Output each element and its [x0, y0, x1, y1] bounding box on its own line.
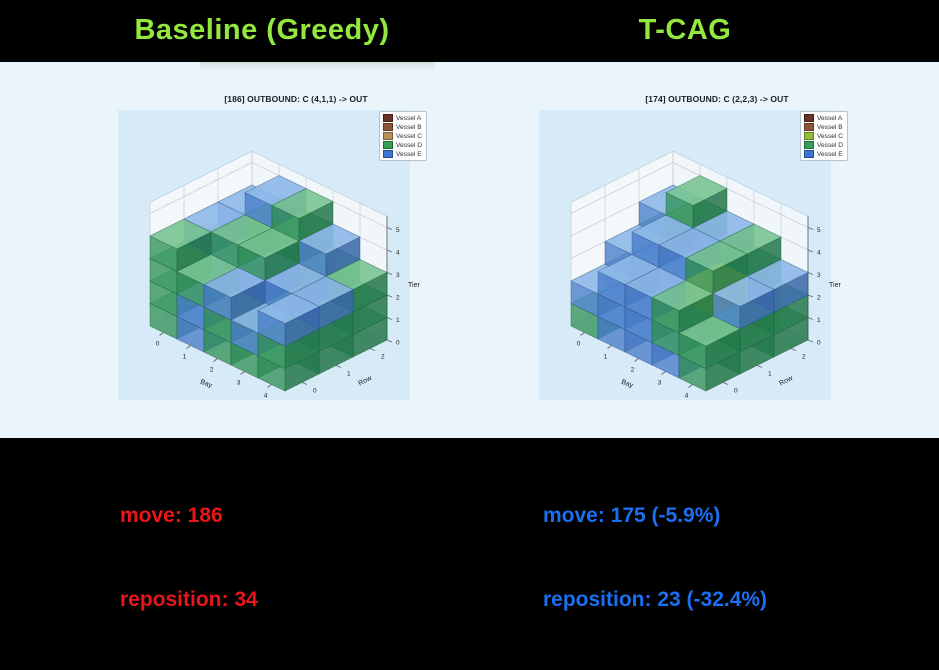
svg-text:0: 0 — [577, 341, 581, 348]
svg-text:4: 4 — [817, 250, 821, 257]
svg-text:Bay: Bay — [199, 379, 213, 390]
legend-swatch-icon — [803, 132, 814, 140]
svg-text:4: 4 — [396, 250, 400, 257]
baseline-metrics: move: 186 reposition: 34 — [120, 446, 258, 670]
svg-text:Tier: Tier — [829, 282, 841, 289]
legend-swatch-icon — [803, 141, 814, 149]
legend-swatch-icon — [382, 123, 393, 131]
svg-text:2: 2 — [631, 367, 635, 374]
legend-swatch-icon — [803, 150, 814, 158]
svg-text:2: 2 — [396, 295, 400, 302]
plots-area: [186] OUTBOUND: C (4,1,1) -> OUT 0 1 2 3 4 5 T… — [0, 62, 939, 438]
svg-text:3: 3 — [237, 380, 241, 387]
svg-text:1: 1 — [768, 371, 772, 378]
svg-text:2: 2 — [817, 295, 821, 302]
tcag-reposition-stat: reposition: 23 (-32.4%) — [543, 588, 768, 611]
header-shadow-artifact — [200, 62, 435, 70]
svg-text:1: 1 — [817, 317, 821, 324]
legend-swatch-icon — [382, 132, 393, 140]
svg-text:2: 2 — [802, 354, 806, 361]
baseline-plot-title: [186] OUTBOUND: C (4,1,1) -> OUT — [224, 94, 368, 104]
legend-swatch-icon — [382, 114, 393, 122]
svg-text:0: 0 — [396, 340, 400, 347]
legend-label: Vessel B — [395, 123, 422, 131]
legend-label: Vessel E — [395, 150, 422, 158]
svg-text:4: 4 — [685, 393, 689, 400]
svg-text:Bay: Bay — [620, 379, 634, 390]
legend-swatch-icon — [382, 150, 393, 158]
tcag-legend: Vessel A Vessel B Vessel C Vessel D Vessel E — [799, 111, 848, 161]
legend-label: Vessel A — [816, 114, 843, 122]
svg-text:1: 1 — [604, 354, 608, 361]
baseline-title: Baseline (Greedy) — [134, 14, 390, 46]
legend-item: Vessel B — [382, 123, 422, 131]
legend-label: Vessel A — [395, 114, 422, 122]
tcag-metrics: move: 175 (-5.9%) reposition: 23 (-32.4%… — [543, 446, 767, 670]
tcag-move-stat: move: 175 (-5.9%) — [543, 504, 721, 527]
svg-text:5: 5 — [396, 227, 400, 234]
legend-item: Vessel B — [803, 123, 843, 131]
legend-label: Vessel C — [395, 132, 422, 140]
baseline-reposition-stat: reposition: 34 — [120, 588, 258, 611]
tcag-plot-figure: [174] OUTBOUND: C (2,2,3) -> OUT 0 1 2 3 4 5 T… — [539, 86, 848, 404]
legend-swatch-icon — [803, 123, 814, 131]
tcag-voxel-chart: 0 1 2 3 4 5 Tier 0 1 2 3 4 Bay 0 1 2 Row — [570, 150, 841, 400]
baseline-move-stat: move: 186 — [120, 504, 223, 527]
svg-text:3: 3 — [658, 380, 662, 387]
legend-label: Vessel D — [395, 141, 422, 149]
svg-text:0: 0 — [313, 388, 317, 395]
svg-text:3: 3 — [817, 272, 821, 279]
legend-item: Vessel A — [803, 114, 843, 122]
svg-text:5: 5 — [817, 227, 821, 234]
legend-label: Vessel E — [816, 150, 843, 158]
legend-item: Vessel E — [382, 150, 422, 158]
svg-text:2: 2 — [381, 354, 385, 361]
svg-text:4: 4 — [264, 393, 268, 400]
tcag-title: T-CAG — [638, 14, 732, 46]
legend-item: Vessel C — [803, 132, 843, 140]
legend-item: Vessel C — [382, 132, 422, 140]
svg-text:3: 3 — [396, 272, 400, 279]
svg-text:Row: Row — [357, 374, 373, 387]
legend-label: Vessel C — [816, 132, 843, 140]
legend-label: Vessel D — [816, 141, 843, 149]
svg-text:Row: Row — [778, 374, 794, 387]
legend-item: Vessel E — [803, 150, 843, 158]
svg-text:1: 1 — [347, 371, 351, 378]
legend-item: Vessel A — [382, 114, 422, 122]
svg-text:0: 0 — [156, 341, 160, 348]
header-bar: Baseline (Greedy) T-CAG — [0, 0, 939, 62]
baseline-axes: 0 1 2 3 4 5 Tier 0 1 2 3 4 Bay 0 1 2 Row Vessel A Vessel … — [118, 110, 427, 400]
legend-item: Vessel D — [382, 141, 422, 149]
legend-swatch-icon — [803, 114, 814, 122]
slide: Baseline (Greedy) T-CAG [186] OUTBOUND: … — [0, 0, 939, 611]
legend-swatch-icon — [382, 141, 393, 149]
baseline-plot-figure: [186] OUTBOUND: C (4,1,1) -> OUT 0 1 2 3 4 5 T… — [118, 86, 427, 404]
svg-text:Tier: Tier — [408, 282, 420, 289]
baseline-legend: Vessel A Vessel B Vessel C Vessel D Vessel E — [378, 111, 427, 161]
svg-text:1: 1 — [183, 354, 187, 361]
baseline-voxel-chart: 0 1 2 3 4 5 Tier 0 1 2 3 4 Bay 0 1 2 Row — [149, 150, 420, 400]
tcag-axes: 0 1 2 3 4 5 Tier 0 1 2 3 4 Bay 0 1 2 Row Vessel A Vessel … — [539, 110, 848, 400]
tcag-plot-title: [174] OUTBOUND: C (2,2,3) -> OUT — [645, 94, 789, 104]
legend-label: Vessel B — [816, 123, 843, 131]
svg-text:1: 1 — [396, 317, 400, 324]
svg-text:2: 2 — [210, 367, 214, 374]
svg-text:0: 0 — [817, 340, 821, 347]
svg-text:0: 0 — [734, 388, 738, 395]
footer-bar: move: 186 reposition: 34 move: 175 (-5.9… — [0, 438, 939, 611]
legend-item: Vessel D — [803, 141, 843, 149]
